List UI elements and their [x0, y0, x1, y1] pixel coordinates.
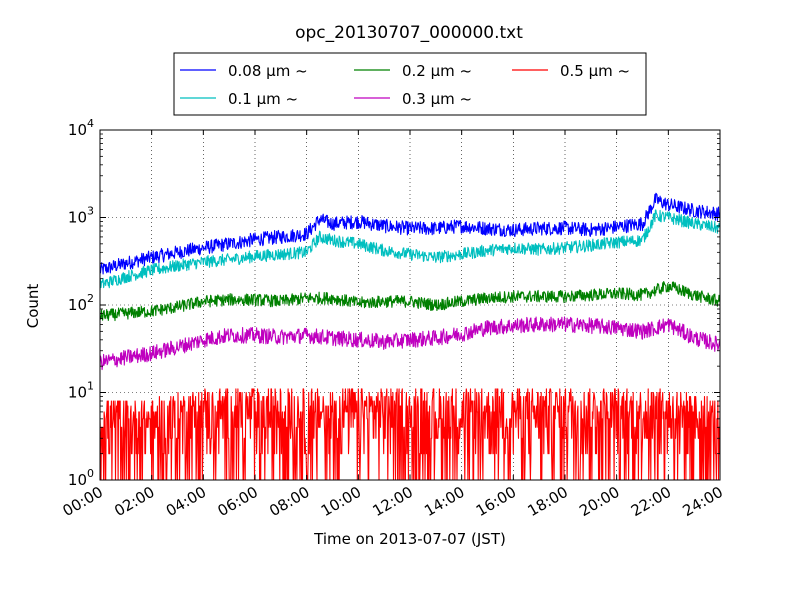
legend-label: 0.2 μm ~ [402, 62, 472, 80]
y-tick-label: 104 [68, 117, 94, 139]
series-line-2 [100, 209, 720, 291]
plot-frame [99, 129, 721, 481]
series-line-1 [100, 192, 720, 275]
y-axis-tick-labels: 100 101 102 103 104 [68, 117, 94, 489]
series-line-5 [100, 388, 720, 480]
y-tick-label: 102 [68, 292, 94, 314]
series-line-4 [100, 316, 720, 371]
series-lines [100, 192, 720, 480]
y-tick-label: 101 [68, 380, 94, 402]
legend-box [173, 52, 647, 116]
legend-label: 0.08 μm ~ [228, 62, 308, 80]
y-tick-label: 103 [68, 205, 94, 227]
legend: 0.08 μm ~ 0.1 μm ~ 0.2 μm ~ 0.3 μm ~ 0.5 μm … [173, 52, 647, 116]
chart-title: opc_20130707_000000.txt [295, 23, 523, 43]
legend-label: 0.5 μm ~ [560, 62, 630, 80]
legend-label: 0.1 μm ~ [228, 90, 298, 108]
legend-label: 0.3 μm ~ [402, 90, 472, 108]
grid-lines [100, 130, 720, 480]
y-axis-label: Count [24, 284, 42, 329]
x-axis-label: Time on 2013-07-07 (JST) [313, 530, 506, 548]
plot-area [99, 129, 721, 481]
y-tick-label: 100 [68, 467, 94, 489]
series-line-3 [100, 281, 720, 322]
